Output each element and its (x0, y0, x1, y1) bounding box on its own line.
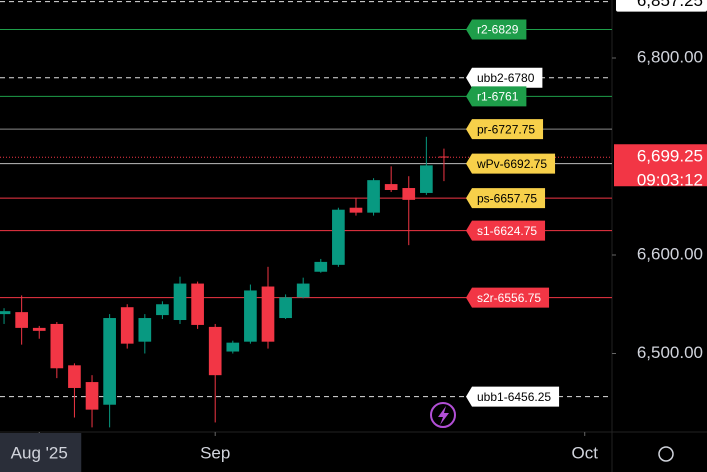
level-label-text: r1-6761 (477, 90, 519, 104)
current-price-box (614, 144, 707, 187)
candle-body (138, 318, 152, 342)
candle-body (15, 312, 28, 328)
level-label-text: ubb1-6456.25 (477, 390, 551, 404)
level-label-box (466, 19, 527, 40)
candle-body (32, 327, 46, 331)
level-label: pr-6727.75 (466, 119, 544, 140)
candle-body (156, 304, 169, 316)
level-label: ubb2-6780 (466, 67, 543, 88)
level-label-text: s1-6624.75 (477, 224, 537, 238)
level-label-text: ubb2-6780 (477, 71, 535, 85)
candle-body (120, 307, 134, 344)
level-label-box (466, 119, 544, 140)
candle-body (226, 342, 240, 352)
level-label-box (466, 287, 550, 308)
candle-body (296, 283, 310, 298)
current-price-label: 6,699.25 (637, 147, 703, 166)
level-label-box (466, 220, 546, 241)
countdown-label: 09:03:12 (637, 171, 703, 190)
candle-body (0, 311, 11, 315)
level-label: r1-6761 (466, 86, 527, 107)
candle-body (279, 297, 292, 319)
level-label-box (466, 153, 556, 174)
x-tick-label: Sep (200, 443, 230, 462)
y-tick-label: 6,600.00 (637, 244, 703, 263)
y-tick-label: 6,800.00 (637, 47, 703, 66)
candle-body (367, 180, 380, 213)
top-price-label: 6,857.25 (637, 0, 703, 10)
level-label-box (466, 86, 527, 107)
candle-body (191, 283, 204, 325)
level-label: ubb1-6456.25 (466, 386, 560, 407)
level-label-box (466, 188, 546, 209)
level-label: s2r-6556.75 (466, 287, 550, 308)
level-label-box (466, 67, 543, 88)
candle-body (332, 209, 345, 265)
level-label: r2-6829 (466, 19, 527, 40)
lightning-icon[interactable] (430, 402, 456, 428)
candle-body (50, 323, 64, 369)
candle-body (314, 261, 328, 272)
candle-body (103, 318, 116, 405)
x-label-box (0, 433, 82, 472)
level-label: s1-6624.75 (466, 220, 546, 241)
candle-body (173, 283, 187, 321)
candle-body (85, 382, 99, 410)
candle-body (244, 290, 257, 342)
y-tick-label: 6,500.00 (637, 343, 703, 362)
candle-body (261, 286, 275, 342)
level-label: ps-6657.75 (466, 188, 546, 209)
candle-body (208, 326, 222, 376)
level-label: wPv-6692.75 (466, 153, 556, 174)
candle-body (384, 184, 398, 190)
level-label-text: wPv-6692.75 (476, 157, 547, 171)
candle-body (349, 207, 363, 213)
candle-body (68, 365, 81, 388)
x-tick-label: Oct (571, 443, 598, 462)
candle-body (420, 165, 433, 193)
candle-body (402, 188, 416, 200)
level-label-text: ps-6657.75 (477, 191, 537, 205)
level-label-text: r2-6829 (477, 23, 519, 37)
level-label-text: s2r-6556.75 (477, 291, 541, 305)
level-label-text: pr-6727.75 (477, 122, 535, 136)
candle-body (438, 156, 449, 158)
level-label-box (466, 386, 560, 407)
settings-icon[interactable] (658, 446, 674, 462)
x-tick-label: Aug '25 (11, 443, 68, 462)
price-label-box (616, 0, 707, 12)
